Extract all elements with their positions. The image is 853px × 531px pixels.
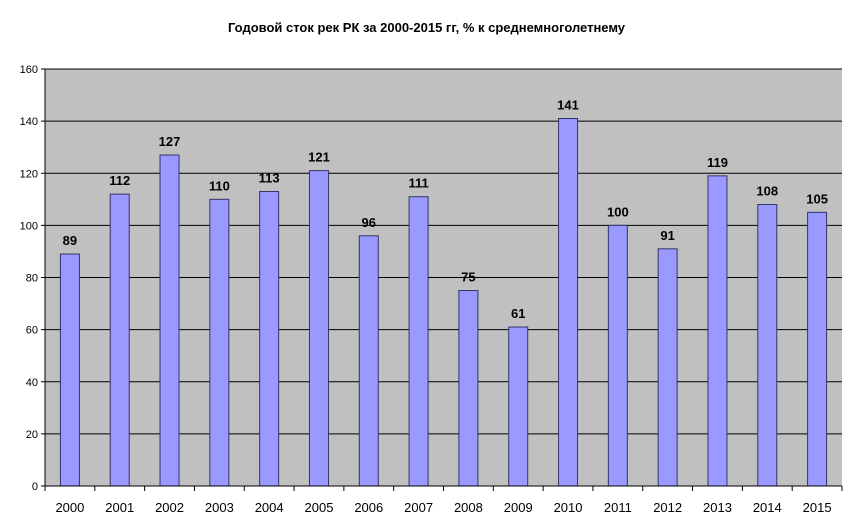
data-label: 112 bbox=[109, 173, 130, 188]
bar bbox=[607, 224, 628, 487]
x-tick-label: 2012 bbox=[653, 500, 682, 515]
y-tick-label: 60 bbox=[26, 325, 38, 337]
x-tick-label: 2010 bbox=[554, 500, 583, 515]
data-label: 96 bbox=[362, 215, 376, 230]
data-label: 119 bbox=[707, 155, 728, 170]
x-tick-label: 2001 bbox=[105, 500, 134, 515]
bar bbox=[109, 193, 130, 487]
x-axis-ticks: 2000 2001 2002 2003 2004 2005 2006 2007 2008 2009… bbox=[44, 486, 843, 515]
y-tick-label: 20 bbox=[26, 429, 38, 441]
x-tick-label: 2008 bbox=[454, 500, 483, 515]
data-label: 91 bbox=[660, 228, 674, 243]
bar bbox=[558, 118, 579, 487]
data-label: 113 bbox=[259, 170, 280, 185]
data-label: 111 bbox=[408, 176, 428, 191]
x-tick-label: 2002 bbox=[155, 500, 184, 515]
bar bbox=[807, 211, 828, 487]
data-label: 127 bbox=[159, 134, 181, 149]
bars-group bbox=[59, 118, 828, 487]
data-label: 141 bbox=[557, 98, 579, 113]
y-tick-label: 120 bbox=[20, 168, 38, 180]
bar bbox=[358, 235, 379, 487]
x-tick-label: 2000 bbox=[55, 500, 84, 515]
x-tick-label: 2014 bbox=[753, 500, 782, 515]
bar bbox=[458, 290, 479, 487]
data-label: 121 bbox=[308, 150, 330, 165]
x-tick-label: 2003 bbox=[205, 500, 234, 515]
data-label: 105 bbox=[806, 191, 828, 206]
chart-title: Годовой сток рек РК за 2000-2015 гг, % к… bbox=[227, 20, 626, 35]
bar bbox=[508, 326, 529, 487]
bar bbox=[308, 170, 329, 487]
data-label: 89 bbox=[63, 233, 77, 248]
data-label: 61 bbox=[511, 306, 525, 321]
y-tick-label: 0 bbox=[32, 481, 38, 493]
data-label: 108 bbox=[756, 184, 778, 199]
y-tick-label: 40 bbox=[26, 377, 38, 389]
data-label: 75 bbox=[461, 270, 475, 285]
bar bbox=[259, 190, 280, 487]
x-tick-label: 2005 bbox=[305, 500, 334, 515]
y-tick-label: 160 bbox=[20, 64, 38, 76]
bar bbox=[707, 175, 728, 487]
x-tick-label: 2013 bbox=[703, 500, 732, 515]
x-tick-label: 2009 bbox=[504, 500, 533, 515]
y-tick-label: 100 bbox=[20, 220, 38, 232]
x-tick-label: 2004 bbox=[255, 500, 284, 515]
x-tick-label: 2007 bbox=[404, 500, 433, 515]
x-tick-label: 2015 bbox=[803, 500, 832, 515]
y-tick-label: 140 bbox=[20, 116, 38, 128]
y-axis-ticks: 0 20 40 60 80 100 120 140 160 bbox=[20, 64, 45, 493]
data-label: 100 bbox=[607, 204, 629, 219]
x-tick-label: 2006 bbox=[354, 500, 383, 515]
bar bbox=[757, 204, 778, 487]
bar bbox=[209, 198, 230, 487]
data-label: 110 bbox=[209, 178, 230, 193]
bar bbox=[59, 253, 80, 487]
bar bbox=[159, 154, 180, 487]
bar bbox=[408, 196, 429, 487]
data-labels: 89 112 127 110 113 121 96 111 75 61 141 100 91 119 108… bbox=[63, 98, 828, 321]
x-tick-label: 2011 bbox=[604, 500, 632, 515]
bar bbox=[657, 248, 678, 487]
y-tick-label: 80 bbox=[26, 273, 38, 285]
